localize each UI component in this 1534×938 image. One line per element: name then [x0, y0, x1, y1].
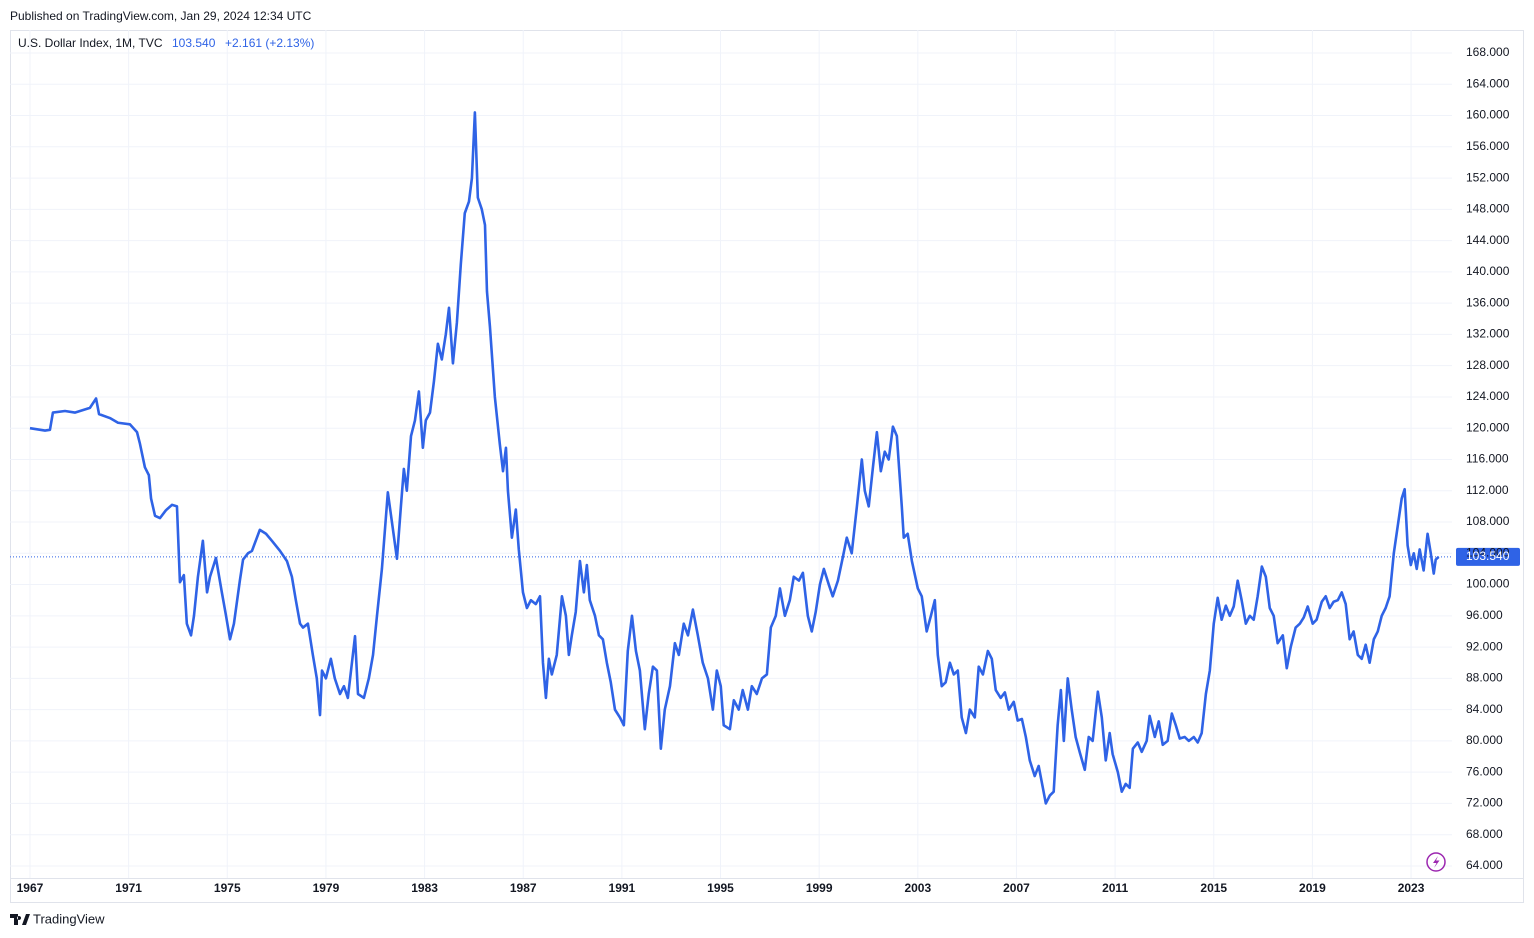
y-tick-label: 140.000: [1466, 264, 1510, 278]
y-tick-label: 164.000: [1466, 76, 1510, 90]
last-price-tag: [1456, 547, 1520, 566]
grid: [10, 30, 1524, 879]
y-tick-label: 124.000: [1466, 389, 1510, 403]
tradingview-logo: [10, 914, 30, 925]
y-tick-label: 168.000: [1466, 45, 1510, 59]
marks: [10, 111, 1520, 805]
y-tick-label: 108.000: [1466, 514, 1510, 528]
published-note: Published on TradingView.com, Jan 29, 20…: [10, 9, 312, 23]
x-tick-label: 1983: [411, 881, 438, 895]
x-tick-label: 2019: [1299, 881, 1326, 895]
y-tick-label: 72.000: [1466, 796, 1503, 810]
x-tick-label: 1991: [609, 881, 636, 895]
x-tick-label: 1987: [510, 881, 537, 895]
y-tick-label: 128.000: [1466, 358, 1510, 372]
y-tick-label: 160.000: [1466, 108, 1510, 122]
y-tick-label: 88.000: [1466, 671, 1503, 685]
x-tick-label: 2011: [1102, 881, 1128, 895]
labels: 64.000 68.000 72.000 76.000 80.000 84.000 88.0…: [17, 45, 1510, 895]
y-tick-label: 80.000: [1466, 733, 1503, 747]
y-tick-label: 120.000: [1466, 420, 1510, 434]
y-tick-label: 64.000: [1466, 858, 1503, 872]
y-tick-label: 76.000: [1466, 764, 1503, 778]
y-tick-label: 136.000: [1466, 295, 1510, 309]
chart-frame: [10, 30, 1524, 903]
y-tick-label: 156.000: [1466, 139, 1510, 153]
y-tick-label: 84.000: [1466, 702, 1503, 716]
y-tick-label: 96.000: [1466, 608, 1503, 622]
x-tick-label: 2003: [904, 881, 931, 895]
x-tick-label: 1967: [17, 881, 44, 895]
x-tick-label: 1979: [313, 881, 340, 895]
y-tick-label: 100.000: [1466, 577, 1510, 591]
y-tick-label: 148.000: [1466, 202, 1510, 216]
x-tick-label: 1975: [214, 881, 241, 895]
x-tick-label: 2023: [1398, 881, 1425, 895]
y-tick-label: 68.000: [1466, 827, 1503, 841]
footer-brand: TradingView: [33, 911, 105, 926]
y-tick-label: 104.000: [1466, 545, 1510, 559]
y-tick-label: 132.000: [1466, 327, 1510, 341]
last-price-label: 103.540: [1466, 549, 1510, 563]
y-tick-label: 116.000: [1466, 452, 1509, 466]
y-tick-label: 92.000: [1466, 639, 1503, 653]
x-tick-label: 2015: [1200, 881, 1227, 895]
y-tick-label: 152.000: [1466, 170, 1510, 184]
legend-last: 103.540: [172, 36, 216, 50]
x-tick-label: 2007: [1003, 881, 1030, 895]
lightning-icon: [1426, 852, 1446, 872]
x-tick-label: 1995: [707, 881, 734, 895]
symbol-title: U.S. Dollar Index, 1M, TVC: [18, 36, 163, 50]
price-line: [29, 111, 1440, 805]
x-tick-label: 1971: [115, 881, 142, 895]
legend-change: +2.161 (+2.13%): [225, 36, 314, 50]
y-tick-label: 112.000: [1466, 483, 1509, 497]
y-tick-label: 144.000: [1466, 233, 1510, 247]
x-tick-label: 1999: [806, 881, 833, 895]
